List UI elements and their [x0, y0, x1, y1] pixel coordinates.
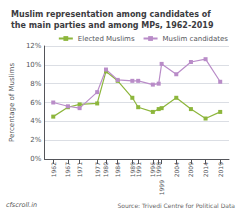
svg-text:1962: 1962: [50, 162, 57, 177]
svg-text:0%: 0%: [30, 155, 41, 163]
svg-text:Muslim candidates: Muslim candidates: [163, 35, 229, 43]
svg-text:1984: 1984: [114, 162, 121, 177]
svg-text:Percentage of Muslims: Percentage of Muslims: [8, 63, 16, 142]
svg-text:2004: 2004: [173, 162, 180, 177]
svg-text:6%: 6%: [30, 99, 41, 107]
svg-text:1998: 1998: [155, 162, 162, 177]
svg-text:Source: Trivedi Centre for Pol: Source: Trivedi Centre for Political Dat…: [117, 202, 235, 209]
svg-text:2%: 2%: [30, 136, 41, 144]
svg-text:1971: 1971: [76, 162, 83, 177]
svg-text:the main parties and among MPs: the main parties and among MPs, 1962-201…: [11, 21, 214, 30]
svg-text:Elected Muslims: Elected Muslims: [78, 35, 135, 43]
svg-text:1980: 1980: [102, 162, 109, 177]
svg-text:8%: 8%: [30, 80, 41, 88]
svg-text:1999: 1999: [158, 180, 165, 195]
svg-text:1967: 1967: [64, 162, 71, 177]
svg-text:2019: 2019: [217, 162, 224, 177]
svg-text:Muslim representation among ca: Muslim representation among candidates o…: [11, 10, 211, 19]
svg-text:2009: 2009: [187, 162, 194, 177]
svg-text:1991: 1991: [135, 162, 142, 177]
svg-text:4%: 4%: [30, 117, 41, 125]
svg-text:1977: 1977: [94, 162, 101, 177]
svg-text:cfscroll.in: cfscroll.in: [6, 201, 37, 209]
svg-text:2014: 2014: [202, 162, 209, 177]
svg-text:1996: 1996: [149, 162, 157, 178]
svg-text:10%: 10%: [26, 61, 42, 69]
svg-text:12%: 12%: [26, 42, 42, 50]
svg-text:1989: 1989: [128, 162, 136, 178]
